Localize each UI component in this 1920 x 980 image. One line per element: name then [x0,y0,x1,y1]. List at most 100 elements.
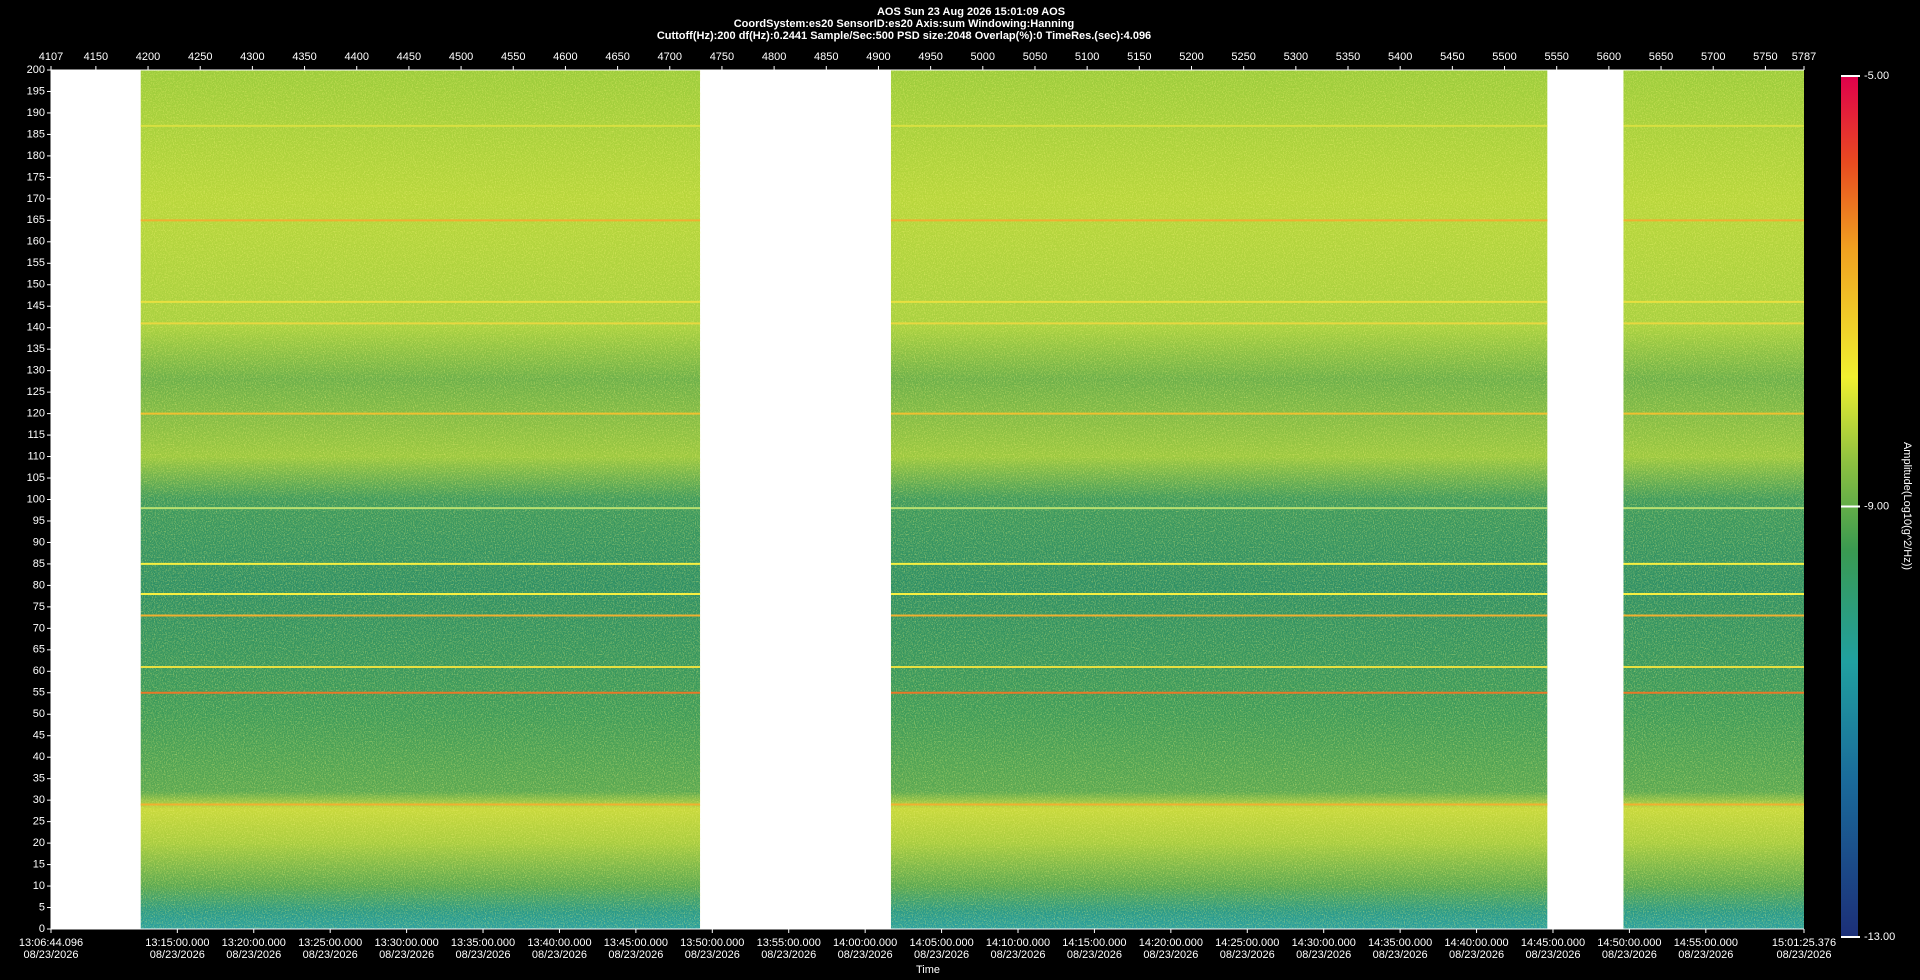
y-tick-label: 55 [33,687,45,699]
x2-tick-label: 4650 [605,51,629,63]
y-tick-label: 5 [39,901,45,913]
x-tick-label: 13:06:44.096 [19,937,83,949]
x2-tick-label: 5500 [1492,51,1516,63]
spectrogram-texture [1623,70,1804,929]
x2-tick-label: 4750 [710,51,734,63]
y-tick-label: 190 [27,107,45,119]
y-tick-label: 135 [27,343,45,355]
x2-tick-label: 5700 [1701,51,1725,63]
x-tick-date: 08/23/2026 [1678,949,1733,961]
x-tick-date: 08/23/2026 [1296,949,1351,961]
x-tick-date: 08/23/2026 [303,949,358,961]
y-tick-label: 80 [33,579,45,591]
y-tick-label: 195 [27,85,45,97]
x2-tick-label: 5450 [1440,51,1464,63]
x-tick-label: 14:15:00.000 [1062,937,1126,949]
y-tick-label: 45 [33,730,45,742]
y-tick-label: 30 [33,794,45,806]
x-tick-date: 08/23/2026 [455,949,510,961]
colorbar-tick-label: -9.00 [1864,500,1889,512]
x2-tick-label: 5400 [1388,51,1412,63]
y-tick-label: 70 [33,622,45,634]
y-tick-label: 10 [33,880,45,892]
colorbar-tick-label: -13.00 [1864,931,1895,943]
y-tick-label: 50 [33,708,45,720]
y-tick-label: 165 [27,214,45,226]
x-tick-date: 08/23/2026 [150,949,205,961]
x2-tick-label: 4350 [292,51,316,63]
x-tick-label: 14:20:00.000 [1139,937,1203,949]
x-tick-label: 14:00:00.000 [833,937,897,949]
y-tick-label: 175 [27,171,45,183]
y-tick-label: 20 [33,837,45,849]
x-tick-label: 13:50:00.000 [680,937,744,949]
x-tick-date: 08/23/2026 [1373,949,1428,961]
x2-tick-label: 4250 [188,51,212,63]
x2-tick-label: 4600 [553,51,577,63]
x2-tick-label: 5050 [1023,51,1047,63]
x-tick-label: 14:30:00.000 [1292,937,1356,949]
x2-tick-label: 4107 [39,51,63,63]
x2-tick-label: 4200 [136,51,160,63]
y-tick-label: 35 [33,773,45,785]
x-tick-date: 08/23/2026 [838,949,893,961]
x-tick-label: 13:35:00.000 [451,937,515,949]
x-tick-date: 08/23/2026 [1776,949,1831,961]
x-tick-date: 08/23/2026 [1449,949,1504,961]
y-tick-label: 160 [27,236,45,248]
x-tick-label: 13:30:00.000 [374,937,438,949]
colorbar-label: Amplitude(Log10(g^2/Hz)) [1901,442,1913,570]
y-tick-label: 90 [33,536,45,548]
y-tick-label: 100 [27,493,45,505]
x-tick-label: 13:55:00.000 [757,937,821,949]
x-tick-date: 08/23/2026 [990,949,1045,961]
x-tick-label: 13:45:00.000 [604,937,668,949]
y-tick-label: 130 [27,365,45,377]
x2-tick-label: 4950 [918,51,942,63]
x2-tick-label: 4150 [84,51,108,63]
y-tick-label: 115 [27,429,45,441]
x2-tick-label: 4800 [762,51,786,63]
x-tick-date: 08/23/2026 [379,949,434,961]
y-tick-label: 75 [33,601,45,613]
x-tick-date: 08/23/2026 [23,949,78,961]
x2-tick-label: 5650 [1649,51,1673,63]
colorbar-tick-label: -5.00 [1864,70,1889,82]
x-tick-label: 14:45:00.000 [1521,937,1585,949]
x-tick-label: 14:25:00.000 [1215,937,1279,949]
x2-tick-label: 5000 [971,51,995,63]
x2-tick-label: 5350 [1336,51,1360,63]
x-tick-date: 08/23/2026 [532,949,587,961]
spectrogram-texture [890,70,1548,929]
x-tick-date: 08/23/2026 [914,949,969,961]
x2-tick-label: 5550 [1544,51,1568,63]
y-tick-label: 105 [27,472,45,484]
x2-tick-label: 4500 [449,51,473,63]
x2-tick-label: 5600 [1597,51,1621,63]
x-tick-label: 14:35:00.000 [1368,937,1432,949]
y-tick-label: 110 [27,450,45,462]
x2-tick-label: 5300 [1284,51,1308,63]
y-tick-label: 120 [27,408,45,420]
x-tick-label: 15:01:25.376 [1772,937,1836,949]
x2-tick-label: 4700 [658,51,682,63]
spectrogram-texture [140,70,701,929]
x2-tick-label: 4400 [344,51,368,63]
x2-tick-label: 4450 [397,51,421,63]
x-tick-label: 13:15:00.000 [145,937,209,949]
y-tick-label: 15 [33,858,45,870]
x2-tick-label: 4900 [866,51,890,63]
y-tick-label: 200 [27,64,45,76]
x-tick-label: 13:40:00.000 [527,937,591,949]
x-tick-label: 14:05:00.000 [909,937,973,949]
x2-tick-label: 5100 [1075,51,1099,63]
y-tick-label: 140 [27,322,45,334]
x-tick-label: 14:40:00.000 [1444,937,1508,949]
y-tick-label: 25 [33,816,45,828]
y-tick-label: 40 [33,751,45,763]
x-tick-date: 08/23/2026 [608,949,663,961]
chart-title: AOS Sun 23 Aug 2026 15:01:09 AOS [877,6,1065,18]
x2-tick-label: 4300 [240,51,264,63]
